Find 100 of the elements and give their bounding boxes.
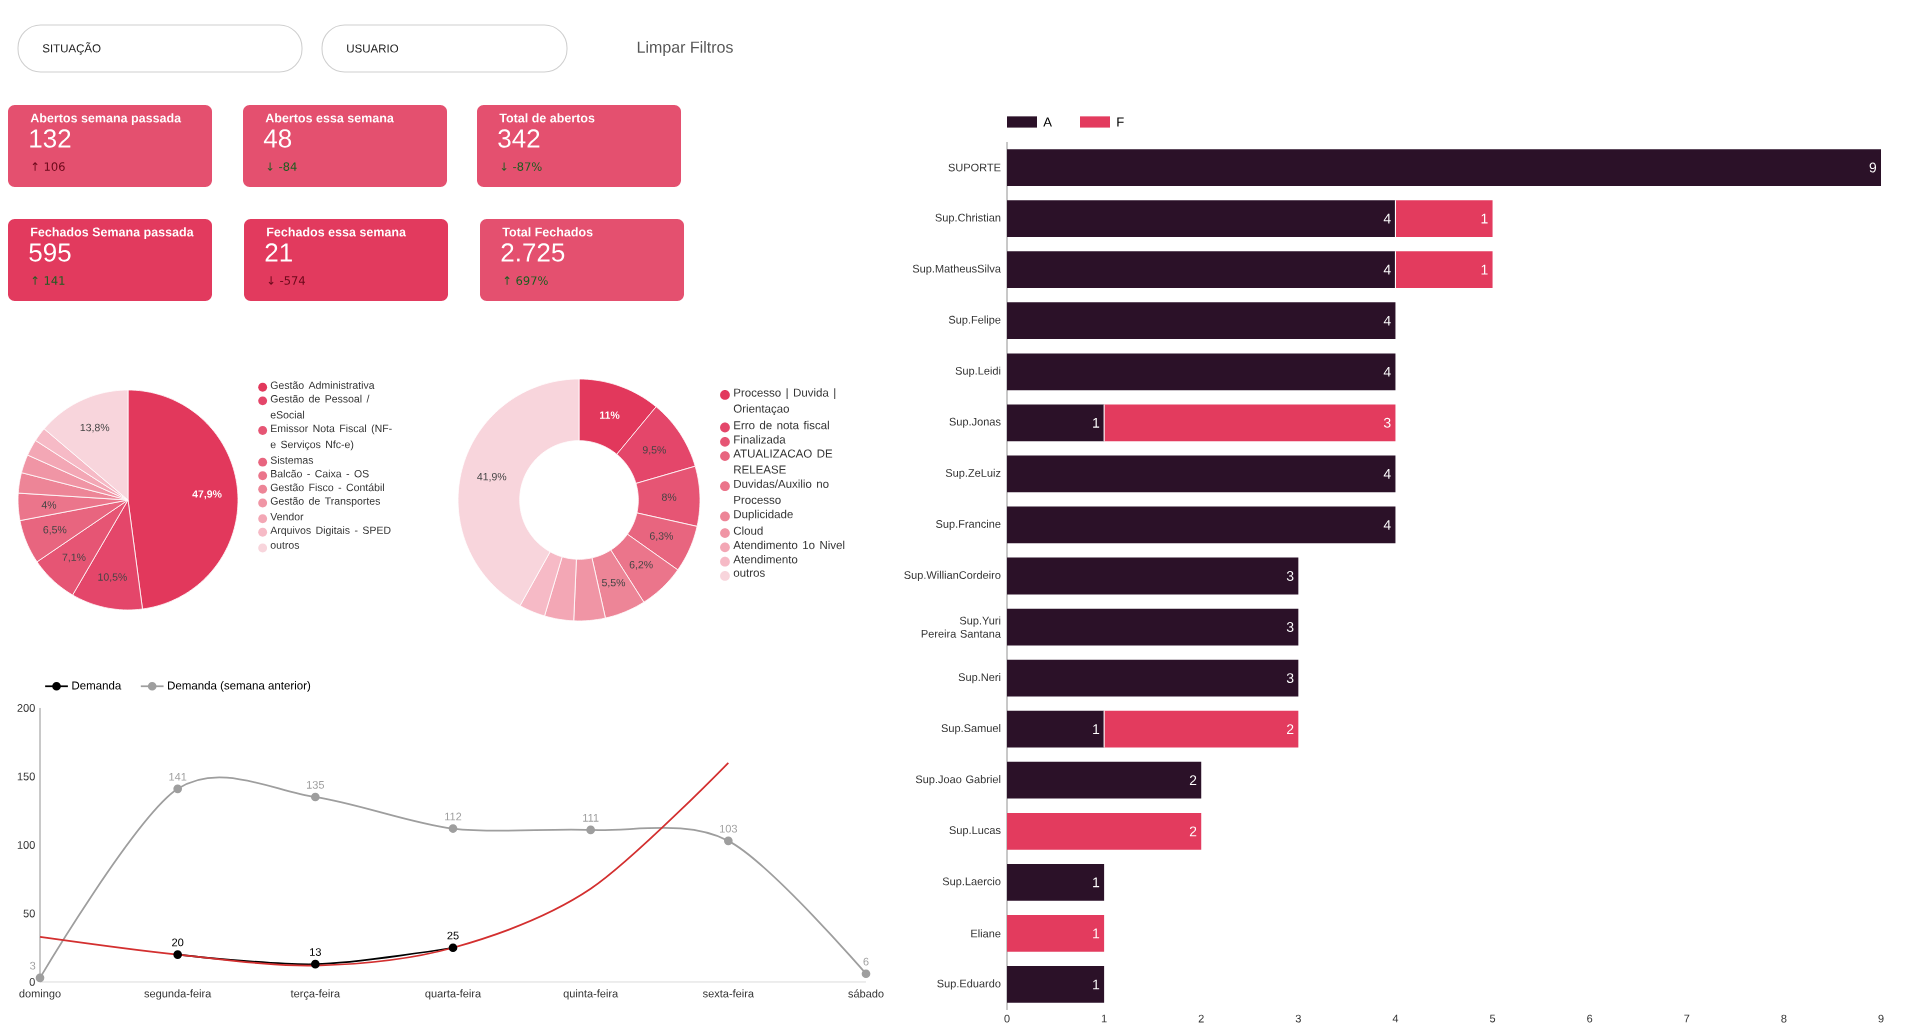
bar xyxy=(1395,251,1493,289)
legend-label: Demanda (semana anterior) xyxy=(168,681,311,692)
point xyxy=(311,959,320,969)
data-label: 10,5% xyxy=(98,573,127,582)
text: 595 xyxy=(29,243,71,262)
y-tick-label: 50 xyxy=(23,909,35,918)
data-label: 135 xyxy=(307,780,325,789)
y-tick-label: Sup.Christian xyxy=(935,213,1001,224)
data-label: 4 xyxy=(1383,315,1391,326)
legend-label: Emissor Nota Fiscal (NF-e Serviços Nfc-e) xyxy=(270,424,392,451)
text: Total de abertos xyxy=(499,113,595,123)
y-tick-label: Eliane xyxy=(971,929,1001,938)
y-tick-label: 200 xyxy=(17,704,35,712)
legend-label: Gestão Administrativa xyxy=(270,381,375,389)
legend-label: Duplicidade xyxy=(734,509,793,521)
y-tick-label: 150 xyxy=(17,772,35,781)
legend-label: Gestão de Pessoal / eSocial xyxy=(270,394,370,419)
data-label: 112 xyxy=(445,812,462,821)
data-label: 3 xyxy=(1286,571,1294,581)
data-label: 4 xyxy=(1383,264,1391,275)
data-label: 3 xyxy=(1286,673,1294,684)
bar xyxy=(1007,812,1202,850)
y-tick-label: Sup.Laercio xyxy=(942,877,1001,888)
y-tick-label: Sup.Joao Gabriel xyxy=(915,775,1001,786)
legend-label: F xyxy=(1117,117,1124,127)
x-tick-label: quinta-feira xyxy=(563,989,619,1000)
x-tick-label: quarta-feira xyxy=(425,989,482,1000)
y-tick-label: Sup.Samuel xyxy=(941,724,1001,735)
bar xyxy=(1007,761,1202,799)
bar xyxy=(1007,557,1299,595)
data-label: 1 xyxy=(1093,979,1100,990)
x-tick-label: terça-feira xyxy=(290,989,341,1000)
point xyxy=(861,969,871,979)
data-label: 41,9% xyxy=(477,472,507,482)
legend-label: Gestão de Transportes xyxy=(270,497,381,507)
data-label: 8% xyxy=(661,493,677,501)
y-tick-label: Sup.ZeLuiz xyxy=(945,468,1001,479)
text: ↑ 697% xyxy=(504,276,548,285)
point xyxy=(35,973,45,983)
data-label: 4 xyxy=(1383,469,1391,479)
data-label: 13,8% xyxy=(80,423,110,433)
text: Fechados essa semana xyxy=(267,227,407,237)
legend-label: Processo | Duvida | Orientaçao xyxy=(733,388,836,416)
y-tick-label: SUPORTE xyxy=(948,163,1001,172)
text: ↓ -87% xyxy=(501,162,542,171)
data-label: 3 xyxy=(1383,417,1391,428)
data-label: 9,5% xyxy=(642,446,666,455)
data-label: 111 xyxy=(583,814,599,822)
y-tick-label: 100 xyxy=(17,841,35,849)
bar xyxy=(1007,302,1396,340)
bar xyxy=(1007,404,1105,442)
data-label: 1 xyxy=(1093,928,1100,939)
data-label: 4% xyxy=(41,501,57,509)
legend-label: Gestão Fisco - Contábil xyxy=(270,483,384,492)
bar xyxy=(1007,966,1105,1003)
y-tick-label: Sup.MatheusSilva xyxy=(912,264,1001,275)
text: ↑ 106 xyxy=(32,162,65,171)
x-tick-label: 5 xyxy=(1489,1014,1496,1023)
legend-label: Vendor xyxy=(270,512,304,521)
x-tick-label: 1 xyxy=(1101,1014,1107,1023)
y-tick-label: Sup.Felipe xyxy=(948,315,1001,326)
text: Abertos semana passada xyxy=(30,113,182,125)
point xyxy=(448,943,458,953)
bar xyxy=(1007,608,1299,646)
y-tick-label: Sup.Lucas xyxy=(949,826,1001,837)
point xyxy=(723,836,733,846)
text: 21 xyxy=(265,243,292,262)
legend-label: ATUALIZACAO DE RELEASE xyxy=(733,449,833,474)
x-tick-label: sexta-feira xyxy=(702,989,755,998)
x-tick-label: 2 xyxy=(1198,1014,1204,1023)
bar xyxy=(1007,659,1299,697)
y-tick-label: 0 xyxy=(29,978,35,986)
x-tick-label: 9 xyxy=(1878,1014,1884,1023)
y-tick-label: Sup.Jonas xyxy=(949,417,1001,428)
point xyxy=(173,950,183,959)
legend-label: outros xyxy=(733,569,765,577)
data-label: 6,2% xyxy=(629,560,653,570)
text: Limpar Filtros xyxy=(637,41,733,56)
data-label: 103 xyxy=(719,824,738,833)
data-label: 6,5% xyxy=(43,525,67,535)
text: Fechados Semana passada xyxy=(31,227,194,239)
bar xyxy=(1007,710,1105,748)
x-tick-label: 3 xyxy=(1295,1014,1301,1023)
legend-label: Balcão - Caixa - OS xyxy=(271,469,369,478)
x-tick-label: sábado xyxy=(848,989,884,998)
point xyxy=(311,792,320,802)
x-tick-label: 8 xyxy=(1781,1014,1787,1023)
x-tick-label: 4 xyxy=(1392,1014,1399,1023)
data-label: 4 xyxy=(1383,520,1391,530)
data-label: 47,9% xyxy=(192,490,222,500)
data-label: 141 xyxy=(169,772,187,781)
data-label: 6,3% xyxy=(649,532,673,541)
y-tick-label: Sup.Leidi xyxy=(955,366,1001,377)
legend-label: Atendimento xyxy=(733,554,798,564)
data-label: 2 xyxy=(1189,826,1197,837)
point xyxy=(586,825,595,835)
text: 2.725 xyxy=(501,243,565,262)
data-label: 20 xyxy=(172,938,184,947)
data-label: 11% xyxy=(600,411,620,419)
bar xyxy=(1007,863,1105,901)
